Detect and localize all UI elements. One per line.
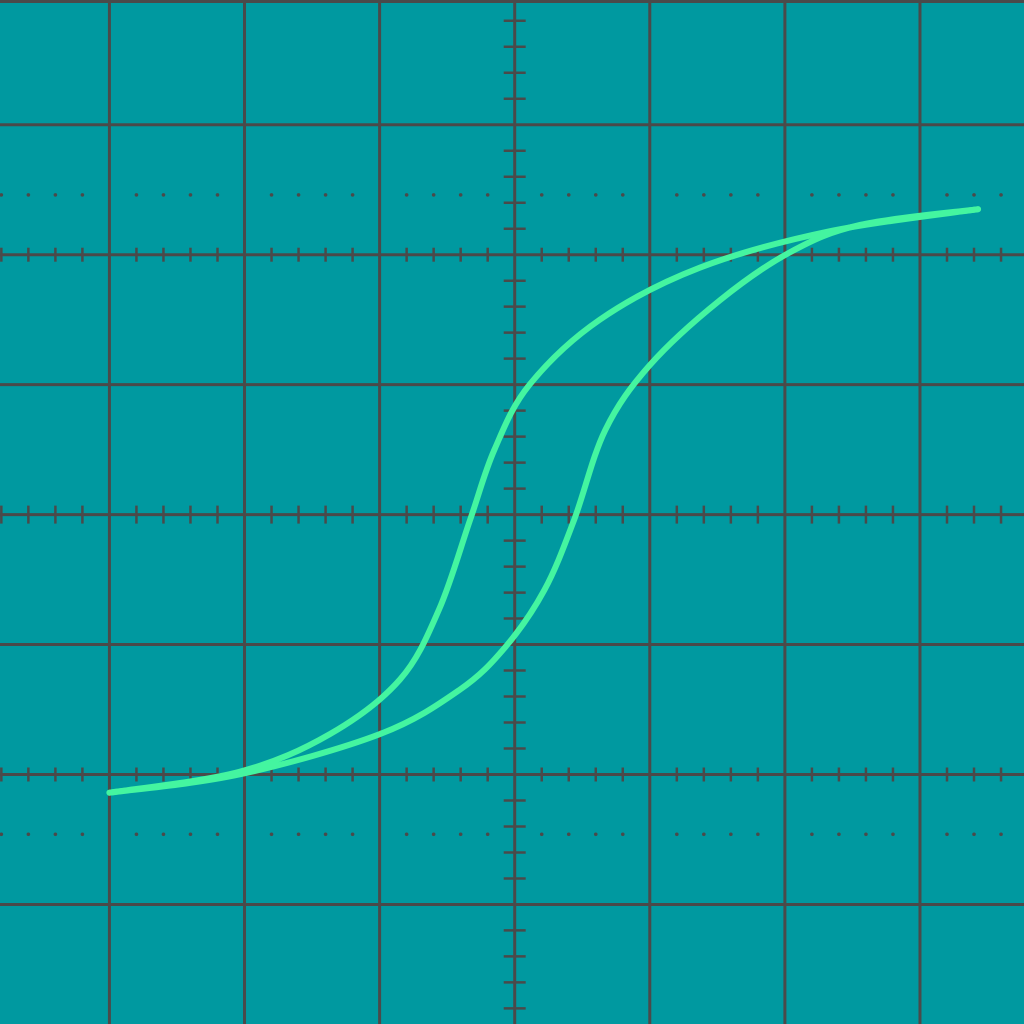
dot-marker <box>296 832 301 837</box>
dot-marker <box>620 193 625 197</box>
dot-marker <box>729 832 733 837</box>
dot-marker <box>837 832 841 837</box>
dot-marker <box>0 832 4 837</box>
dot-marker <box>485 832 490 837</box>
dot-marker <box>215 193 220 197</box>
dot-marker <box>702 193 706 197</box>
dot-marker <box>404 193 409 197</box>
dot-marker <box>675 193 679 197</box>
dot-marker <box>675 832 679 837</box>
dot-marker <box>26 193 31 197</box>
dot-marker <box>485 193 490 197</box>
dot-marker <box>134 832 139 837</box>
dot-marker <box>729 193 733 197</box>
dot-marker <box>350 193 355 197</box>
dot-marker <box>945 832 949 837</box>
dot-marker <box>188 193 193 197</box>
dot-marker <box>80 832 85 837</box>
dot-marker <box>53 832 58 837</box>
dot-marker <box>810 193 814 197</box>
dot-marker <box>161 193 166 197</box>
dot-marker <box>702 832 706 837</box>
dot-marker <box>215 832 220 837</box>
dot-marker <box>756 193 760 197</box>
dot-marker <box>539 193 544 197</box>
dot-marker <box>269 193 274 197</box>
dot-marker <box>864 193 868 197</box>
trace <box>106 206 982 796</box>
dot-marker <box>323 832 328 837</box>
dot-marker <box>837 193 841 197</box>
dot-marker <box>323 193 328 197</box>
dot-marker <box>26 832 31 837</box>
dot-marker <box>891 193 895 197</box>
dot-marker <box>972 832 976 837</box>
trace <box>106 206 982 796</box>
dot-marker <box>864 832 868 837</box>
dot-marker <box>566 832 571 837</box>
dot-marker <box>593 832 598 837</box>
dot-marker <box>620 832 625 837</box>
dot-marker <box>891 832 895 837</box>
dot-marker <box>269 832 274 837</box>
dot-marker <box>539 832 544 837</box>
dot-marker <box>999 193 1003 197</box>
dot-marker <box>972 193 976 197</box>
dot-marker <box>350 832 355 837</box>
dot-marker <box>431 193 436 197</box>
traces <box>106 206 982 796</box>
dot-marker <box>756 832 760 837</box>
dot-marker <box>161 832 166 837</box>
dot-marker <box>431 832 436 837</box>
dot-marker <box>593 193 598 197</box>
dot-marker <box>810 832 814 837</box>
dot-marker <box>53 193 58 197</box>
dot-marker <box>80 193 85 197</box>
dot-marker <box>296 193 301 197</box>
dot-marker <box>999 832 1003 837</box>
dot-marker <box>0 193 4 197</box>
dot-marker <box>566 193 571 197</box>
dot-marker <box>404 832 409 837</box>
dot-marker <box>458 832 463 837</box>
dot-marker <box>188 832 193 837</box>
dot-marker <box>134 193 139 197</box>
dot-marker <box>945 193 949 197</box>
dot-marker <box>458 193 463 197</box>
